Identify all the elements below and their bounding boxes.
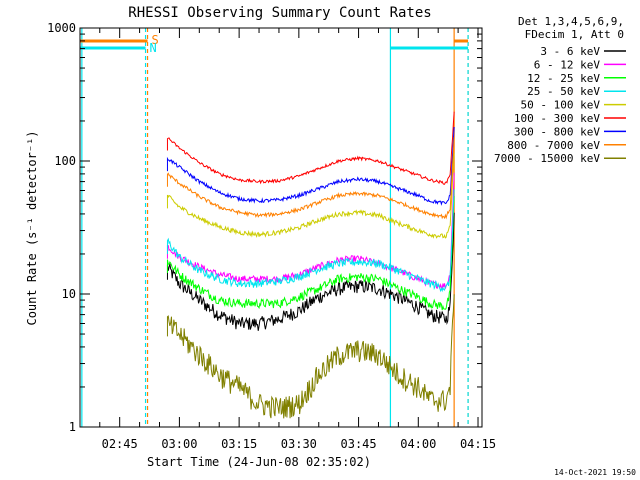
legend-header-line-2: FDecim 1, Att 0 [525, 28, 624, 41]
x-tick-label: 04:15 [460, 437, 496, 451]
x-tick-label: 04:00 [400, 437, 436, 451]
legend-label-50-100-kev: 50 - 100 keV [521, 99, 601, 112]
series-line-12-25-kev [166, 196, 455, 311]
y-tick-label: 1000 [47, 21, 76, 35]
series-group [166, 111, 455, 419]
x-tick-label: 03:45 [341, 437, 377, 451]
x-tick-label: 03:00 [161, 437, 197, 451]
y-axis-label: Count Rate (s⁻¹ detector⁻¹) [25, 130, 39, 325]
legend-header-line-1: Det 1,3,4,5,6,9, [518, 15, 624, 28]
interval-flags: SN [80, 33, 469, 55]
saa-flag-label: S [152, 33, 159, 47]
y-tick-label: 1 [69, 420, 76, 434]
x-tick-label: 03:30 [281, 437, 317, 451]
x-axis: 02:45 03:00 03:15 03:30 03:45 04:00 04:15 [99, 28, 496, 451]
legend-label-800-7000-kev: 800 - 7000 keV [507, 139, 600, 152]
x-tick-label: 03:15 [221, 437, 257, 451]
series-line-7000-15000-kev [166, 294, 455, 419]
legend-label-100-300-kev: 100 - 300 keV [514, 112, 600, 125]
series-line-50-100-kev [166, 152, 455, 239]
footer-timestamp: 14-Oct-2021 19:50 [554, 468, 636, 477]
series-line-6-12-kev [166, 172, 455, 290]
series-line-800-7000-kev [166, 137, 455, 220]
legend-label-7000-15000-kev: 7000 - 15000 keV [494, 152, 600, 165]
legend: Det 1,3,4,5,6,9, FDecim 1, Att 0 3 - 6 k… [494, 15, 626, 165]
night-flag-label: N [150, 41, 157, 55]
x-axis-label: Start Time (24-Jun-08 02:35:02) [147, 455, 371, 469]
x-tick-label: 02:45 [102, 437, 138, 451]
plot-frame [79, 27, 483, 428]
legend-label-300-800-kev: 300 - 800 keV [514, 125, 600, 138]
legend-label-12-25-kev: 12 - 25 keV [527, 72, 600, 85]
series-line-300-800-kev [166, 127, 455, 206]
y-tick-label: 100 [54, 154, 76, 168]
y-axis: 1 10 100 1000 [47, 21, 482, 434]
legend-label-25-50-kev: 25 - 50 keV [527, 85, 600, 98]
series-line-25-50-kev [166, 189, 455, 293]
y-tick-label: 10 [62, 287, 76, 301]
legend-label-3-6-kev: 3 - 6 keV [540, 45, 600, 58]
series-line-100-300-kev [166, 111, 455, 185]
plot-area: SN [79, 27, 483, 428]
chart-title: RHESSI Observing Summary Count Rates [128, 5, 431, 21]
legend-label-6-12-kev: 6 - 12 keV [534, 58, 601, 71]
